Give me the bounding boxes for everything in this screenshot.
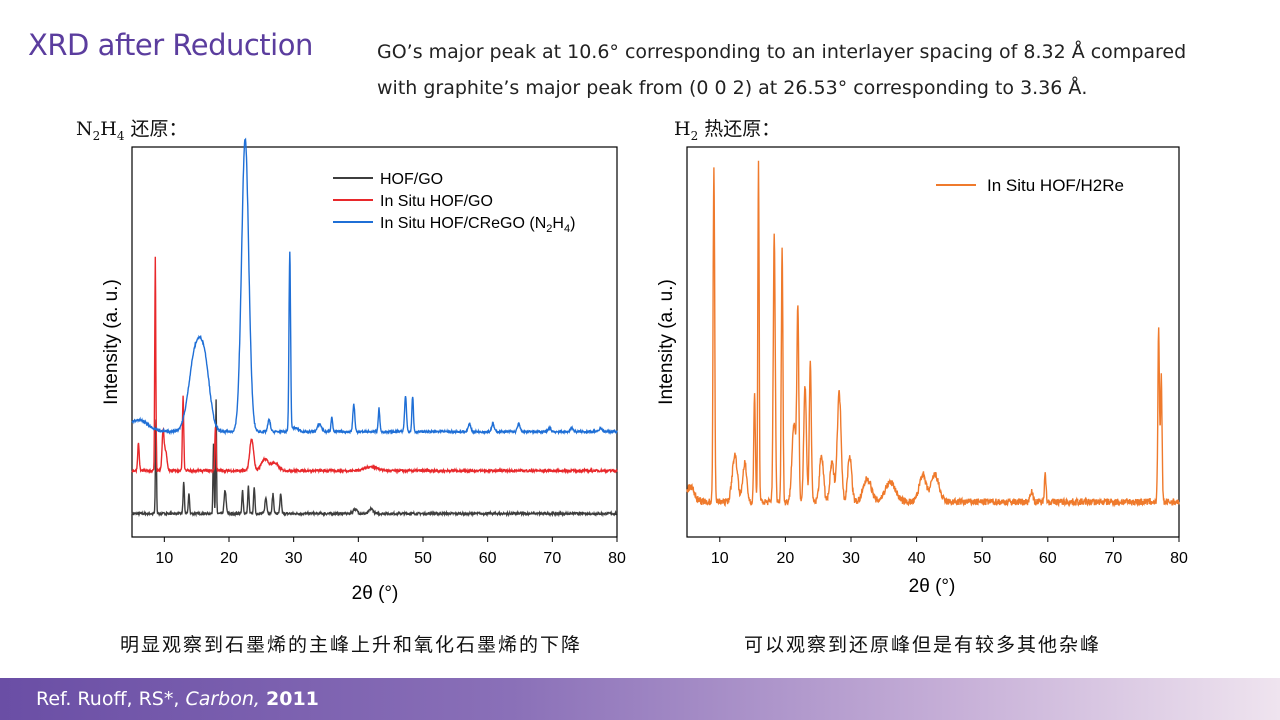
right-series-group (686, 160, 1180, 508)
left-x-tick-label-30: 30 (285, 550, 303, 567)
legend-label-insitu-hof-h2re: In Situ HOF/H2Re (987, 176, 1124, 195)
slide-title: XRD after Reduction (28, 28, 313, 62)
left-series-line-0 (131, 399, 618, 518)
right-panel-heading: H2 热还原： (674, 118, 781, 143)
right-caption: 可以观察到还原峰但是有较多其他杂峰 (744, 634, 1102, 656)
legend-label-hof-go: HOF/GO (380, 171, 443, 188)
left-series-group (131, 137, 618, 518)
right-series-line-0 (686, 160, 1180, 508)
slide-description: GO’s major peak at 10.6° corresponding t… (377, 34, 1247, 106)
right-x-axis-label: 2θ (°) (909, 576, 956, 597)
right-plot-frame (686, 146, 1180, 538)
left-x-tick-label-20: 20 (220, 550, 238, 567)
description-line-2: with graphite’s major peak from (0 0 2) … (377, 77, 1088, 99)
left-x-tick-label-40: 40 (349, 550, 367, 567)
footer-bar: Ref. Ruoff, RS*, Carbon, 2011 (0, 678, 1280, 720)
right-x-tick-label-30: 30 (842, 550, 860, 567)
left-x-tick-label-10: 10 (155, 550, 173, 567)
right-x-ticks: 10 20 30 40 50 60 70 80 (711, 537, 1188, 567)
legend-label-insitu-hof-crego: In Situ HOF/CReGO (N2H4) (380, 215, 575, 235)
right-x-tick-label-20: 20 (777, 550, 795, 567)
left-x-tick-label-70: 70 (543, 550, 561, 567)
left-legend: HOF/GO In Situ HOF/GO In Situ HOF/CReGO … (333, 171, 575, 235)
left-panel-heading: N2H4 还原： (76, 118, 188, 143)
left-y-axis-label: Intensity (a. u.) (101, 279, 122, 405)
right-x-tick-label-80: 80 (1170, 550, 1188, 567)
legend-label-insitu-hof-go: In Situ HOF/GO (380, 193, 493, 210)
right-y-axis-label: Intensity (a. u.) (656, 279, 677, 405)
left-caption: 明显观察到石墨烯的主峰上升和氧化石墨烯的下降 (120, 634, 583, 656)
right-x-tick-label-10: 10 (711, 550, 729, 567)
right-xrd-chart: 10 20 30 40 50 60 70 80 2θ (°) Intensity (a. u.… (656, 146, 1188, 597)
right-x-tick-label-60: 60 (1039, 550, 1057, 567)
description-line-1: GO’s major peak at 10.6° corresponding t… (377, 41, 1187, 63)
left-plot-frame (131, 146, 618, 538)
right-x-tick-label-40: 40 (908, 550, 926, 567)
left-xrd-chart: 10 20 30 40 50 60 70 80 2θ (°) Intensity (a. u.… (101, 137, 626, 604)
right-legend: In Situ HOF/H2Re (936, 176, 1124, 195)
left-x-tick-label-60: 60 (479, 550, 497, 567)
left-x-tick-label-80: 80 (608, 550, 626, 567)
right-x-tick-label-70: 70 (1105, 550, 1123, 567)
left-series-line-2 (131, 137, 618, 436)
left-series-line-1 (131, 256, 618, 475)
right-x-tick-label-50: 50 (973, 550, 991, 567)
reference-citation: Ref. Ruoff, RS*, Carbon, 2011 (36, 688, 319, 710)
left-x-axis-label: 2θ (°) (352, 583, 399, 604)
left-x-ticks: 10 20 30 40 50 60 70 80 (155, 537, 626, 567)
left-x-tick-label-50: 50 (414, 550, 432, 567)
